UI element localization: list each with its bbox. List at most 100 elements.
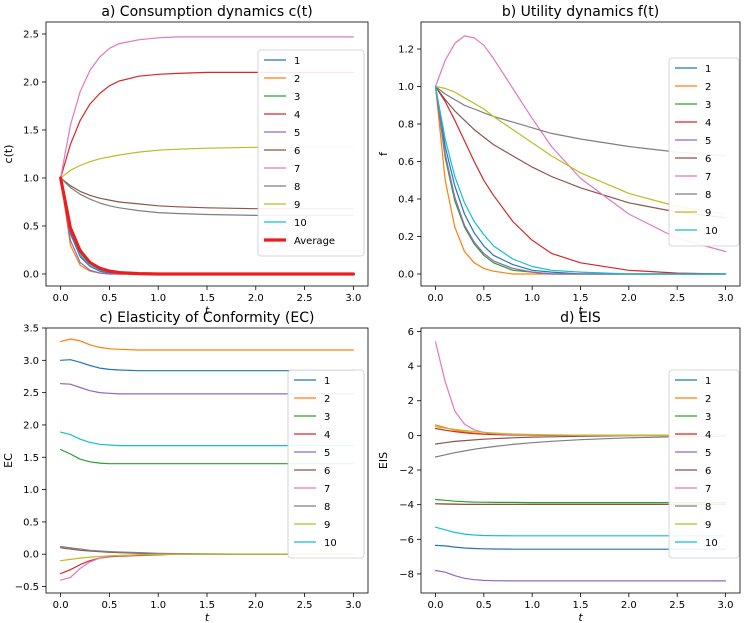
y-axis-label: c(t) xyxy=(2,145,15,164)
panel-3: 0.0 0.5 1.0 1.5 2.0 2.5 3.0 −0.5 0.0 0.5 1.0 1.5 2.0… xyxy=(2,310,369,623)
series-line-3 xyxy=(434,498,727,504)
series-line-Average xyxy=(58,176,355,276)
x-tick-label: 3.0 xyxy=(345,293,361,304)
legend-label: 5 xyxy=(324,448,330,459)
y-tick-label: 0.2 xyxy=(398,232,414,243)
x-tick-label: 0.0 xyxy=(428,600,444,611)
series-line-8 xyxy=(434,85,727,157)
legend-label: 6 xyxy=(324,466,330,477)
series-group xyxy=(58,36,355,276)
x-tick-label: 2.5 xyxy=(297,293,313,304)
series-line-10 xyxy=(434,85,727,275)
y-tick-label: −8 xyxy=(399,569,414,580)
legend-label: 8 xyxy=(324,502,330,513)
y-tick-label: 0.0 xyxy=(398,270,414,281)
series-line-10 xyxy=(59,431,354,447)
legend: 1 2 3 4 5 6 7 8 9 10 xyxy=(668,57,740,247)
y-tick-label: 2.0 xyxy=(23,420,39,431)
legend-label: 8 xyxy=(705,502,711,513)
y-tick-label: 1.2 xyxy=(398,45,414,56)
y-tick-label: −2 xyxy=(399,466,414,477)
legend-label: 9 xyxy=(705,208,711,219)
x-axis-label: t xyxy=(205,611,210,623)
x-tick-label: 0.5 xyxy=(101,293,117,304)
legend-label: 1 xyxy=(705,64,711,75)
x-tick-label: 0.5 xyxy=(476,600,492,611)
x-tick-label: 1.0 xyxy=(150,600,166,611)
legend-label: 7 xyxy=(294,164,300,175)
x-tick-label: 3.0 xyxy=(718,600,734,611)
legend-label: 4 xyxy=(324,430,330,441)
x-tick-label: 1.0 xyxy=(524,600,540,611)
x-tick-label: 1.0 xyxy=(524,293,540,304)
y-tick-label: 0.5 xyxy=(23,517,39,528)
x-tick-label: 2.5 xyxy=(297,600,313,611)
y-tick-label: 6 xyxy=(408,327,414,338)
x-tick-label: 1.5 xyxy=(199,600,215,611)
legend-label: 2 xyxy=(324,394,330,405)
legend-label: 8 xyxy=(294,182,300,193)
legend-label: 4 xyxy=(294,110,300,121)
series-line-5 xyxy=(59,383,354,395)
legend: 1 2 3 4 5 6 7 8 9 10 xyxy=(668,369,740,559)
legend-label: 2 xyxy=(705,394,711,405)
series-line-8 xyxy=(59,177,354,216)
y-tick-label: 1.0 xyxy=(23,174,39,185)
legend-label: 10 xyxy=(705,538,718,549)
y-tick-label: 1.0 xyxy=(398,82,414,93)
chart-title: c) Elasticity of Conformity (EC) xyxy=(100,310,315,326)
series-line-2 xyxy=(59,338,354,351)
legend-box xyxy=(668,369,740,559)
x-tick-label: 1.5 xyxy=(573,293,589,304)
legend-label: 6 xyxy=(294,146,300,157)
legend-box xyxy=(668,57,740,247)
x-tick-label: 1.5 xyxy=(199,293,215,304)
y-tick-label: 4 xyxy=(408,362,414,373)
series-group xyxy=(434,35,727,275)
legend-label: 4 xyxy=(705,118,711,129)
x-axis-label: t xyxy=(205,304,210,317)
legend: 1 2 3 4 5 6 7 8 9 10 Average xyxy=(257,49,365,257)
series-line-1 xyxy=(59,359,354,372)
x-axis-label: t xyxy=(578,304,583,317)
y-tick-label: 0 xyxy=(408,431,414,442)
x-tick-label: 3.0 xyxy=(345,600,361,611)
x-axis-label: t xyxy=(578,611,583,623)
y-tick-label: 1.5 xyxy=(23,453,39,464)
legend-label: 10 xyxy=(705,226,718,237)
legend-label: Average xyxy=(294,236,335,247)
panel-1: 0.0 0.5 1.0 1.5 2.0 2.5 3.0 0.0 0.5 1.0 1.5 2.0 2.5 a… xyxy=(2,4,369,317)
x-tick-label: 2.0 xyxy=(621,293,637,304)
legend-box xyxy=(287,369,365,559)
x-tick-label: 2.0 xyxy=(248,293,264,304)
y-tick-label: −0.5 xyxy=(15,582,39,593)
legend-label: 9 xyxy=(294,200,300,211)
series-line-4 xyxy=(59,71,354,179)
legend-label: 3 xyxy=(294,92,300,103)
y-tick-label: 3.0 xyxy=(23,356,39,367)
legend-label: 4 xyxy=(705,430,711,441)
legend-label: 5 xyxy=(294,128,300,139)
legend-label: 1 xyxy=(705,376,711,387)
series-line-5 xyxy=(434,569,727,582)
chart-title: a) Consumption dynamics c(t) xyxy=(101,4,312,20)
series-line-6 xyxy=(59,177,354,210)
series-line-10 xyxy=(434,526,727,537)
x-tick-label: 0.0 xyxy=(53,293,69,304)
x-tick-label: 0.5 xyxy=(101,600,117,611)
series-line-8 xyxy=(434,435,727,458)
y-tick-label: 0.5 xyxy=(23,222,39,233)
legend-label: 9 xyxy=(705,520,711,531)
panel-2: 0.0 0.5 1.0 1.5 2.0 2.5 3.0 0.0 0.2 0.4 0.6 0.8 1.0 1… xyxy=(377,4,741,317)
y-tick-label: 0.8 xyxy=(398,120,414,131)
legend-label: 6 xyxy=(705,154,711,165)
series-group xyxy=(434,341,727,582)
y-tick-label: −6 xyxy=(399,535,414,546)
x-tick-label: 3.0 xyxy=(718,293,734,304)
series-line-3 xyxy=(59,448,354,465)
y-tick-label: −4 xyxy=(399,500,414,511)
y-axis-label: EC xyxy=(2,453,15,468)
chart-title: b) Utility dynamics f(t) xyxy=(502,4,659,20)
series-line-7 xyxy=(59,36,354,179)
